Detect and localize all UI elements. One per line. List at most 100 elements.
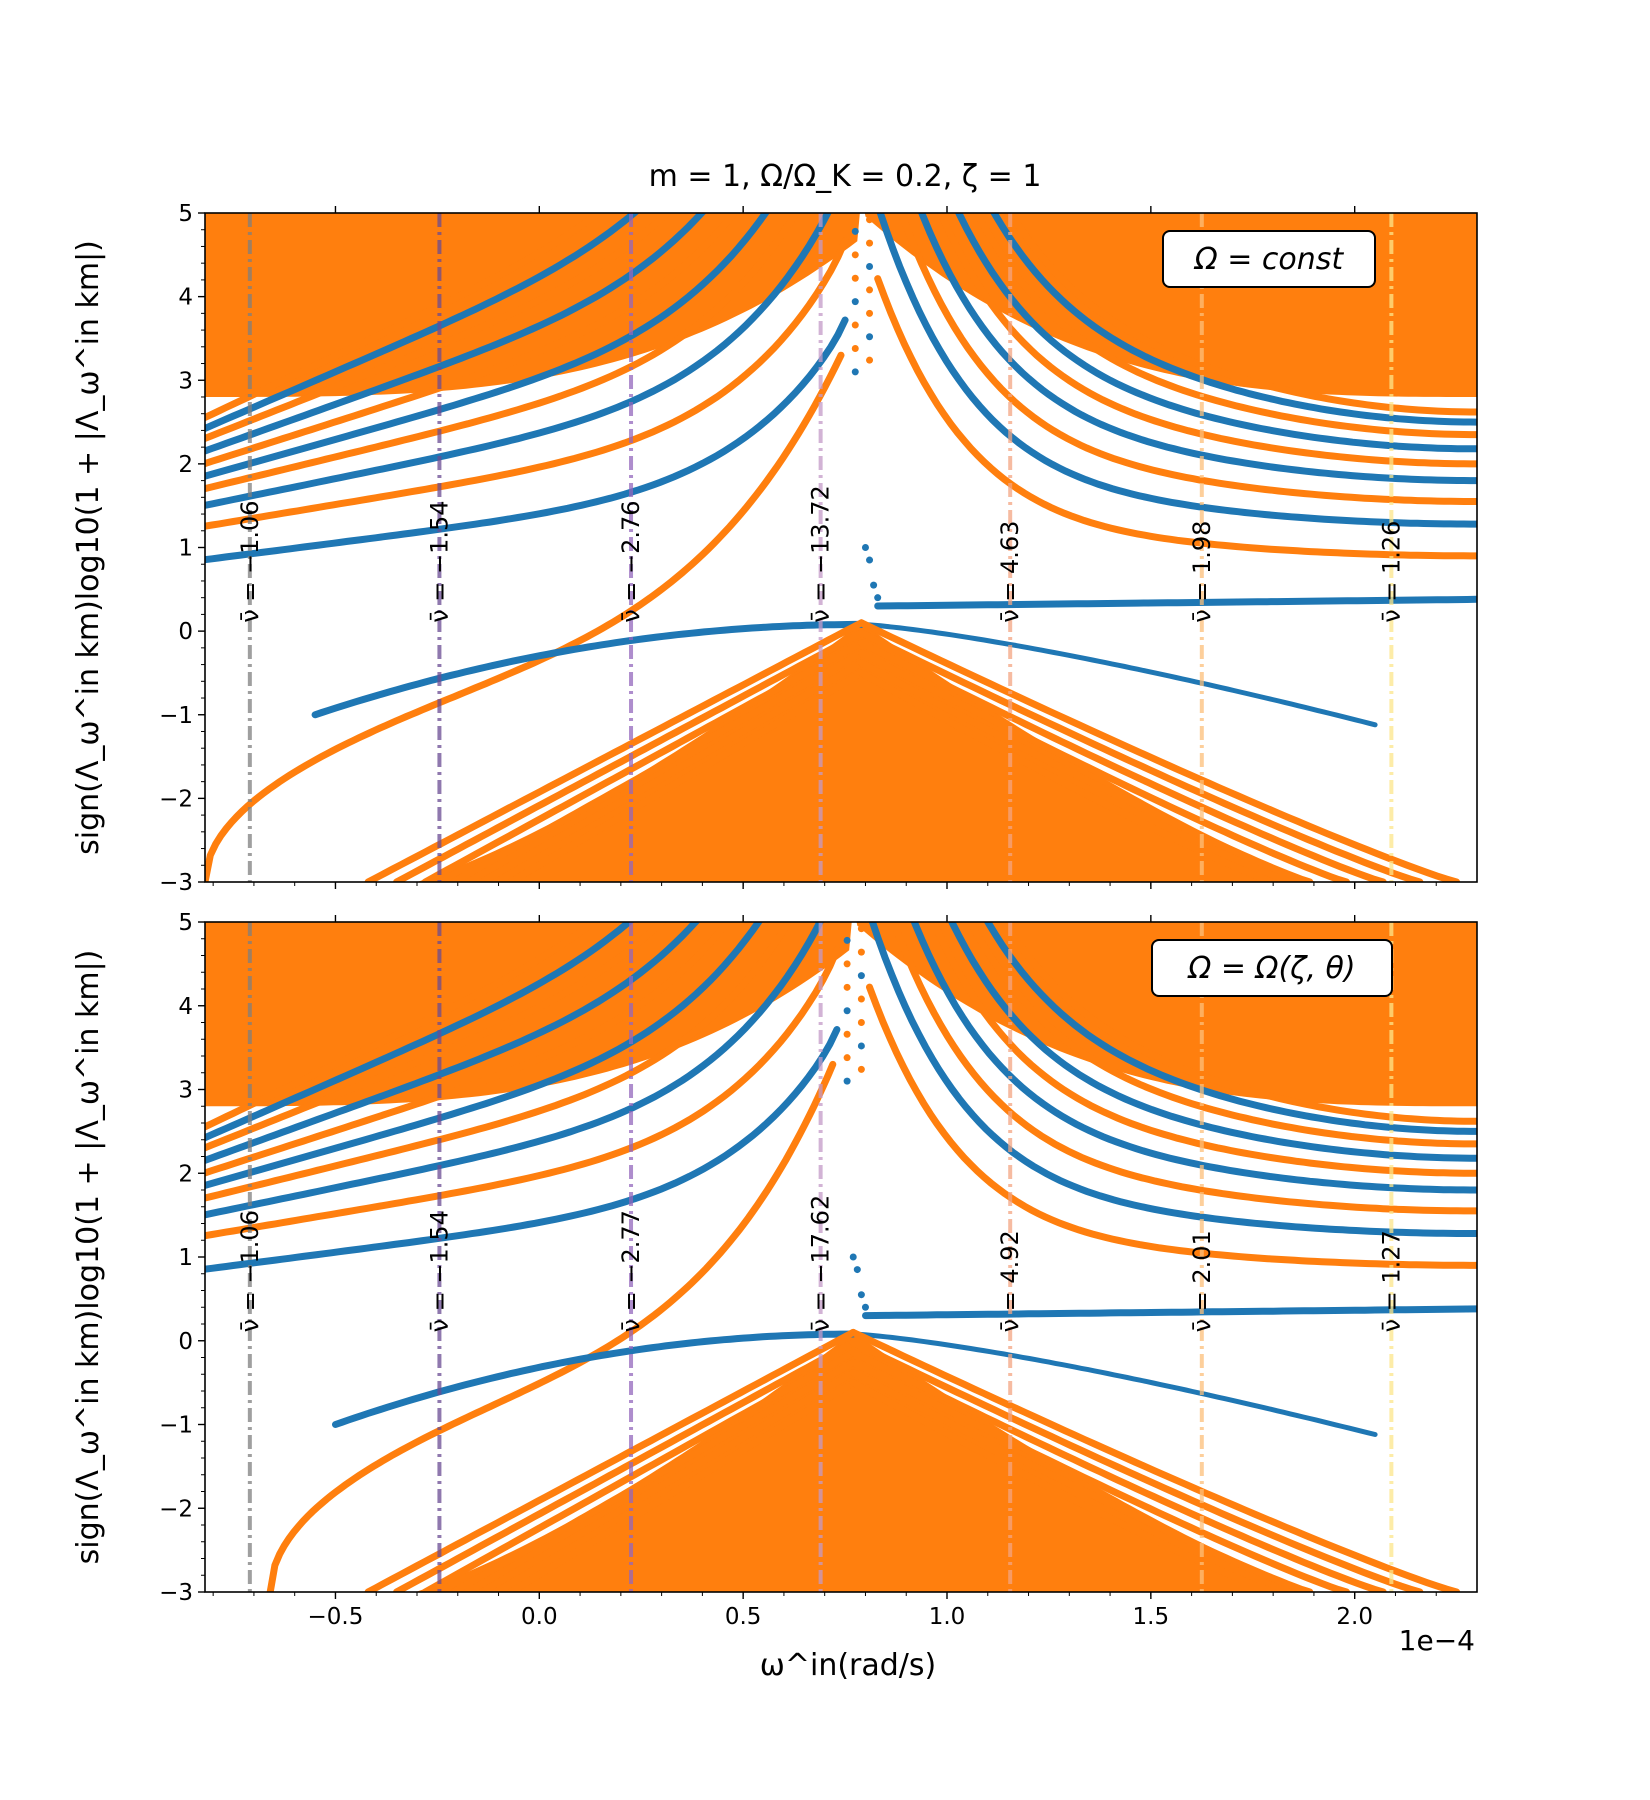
y-tick-label: 3 [178,368,193,394]
y-tick-label: 3 [178,1078,193,1104]
x-axis-offset-label: 1e−4 [1399,1624,1475,1657]
resonance-point [857,1065,865,1073]
upper-right-branch-1 [866,983,1477,1269]
lower-right-branch-3 [857,639,1387,882]
upper-right-branch-5 [929,922,1477,1177]
vline-label: ν̄ = −2.76 [617,500,645,622]
upper-left-branch-1 [205,316,849,564]
legend-box [1151,939,1393,997]
upper-right-branch-2 [876,213,1477,528]
upper-right-branch-8 [990,213,1477,426]
panel-bottom: ν̄ = −1.06 ν̄ = −1.54 ν̄ = −2.77 ν̄ = −17.6… [71,910,1478,1630]
resonance-point [857,972,865,980]
lower-right-branch-2 [849,1338,1424,1592]
flat-branch-point [861,544,869,551]
vline-label: ν̄ = −1.06 [236,1210,264,1332]
vline-label: ν̄ = 4.92 [996,1230,1024,1332]
flat-branch-point [857,1291,865,1299]
resonance-point [843,960,851,968]
vline-label: ν̄ = 2.01 [1188,1230,1216,1332]
lower-filled-region [415,1332,1315,1592]
lower-filled-region [417,622,1316,882]
resonance-point [843,983,851,991]
lower-right-branch-1 [849,1328,1461,1592]
lower-envelope-blue [311,620,865,719]
vline-label: ν̄ = −17.62 [807,1195,835,1333]
y-tick-label: 0 [178,619,193,645]
lower-right-branch-3 [849,1349,1387,1592]
resonance-point [843,1077,851,1085]
upper-left-branch-1 [205,1026,841,1273]
vline-label: ν̄ = −1.06 [236,500,264,622]
flat-branch-point [861,1303,869,1311]
y-tick-label: 2 [178,452,193,478]
resonance-point [851,274,859,282]
vline-label: ν̄ = −2.77 [617,1210,645,1332]
resonance-point [851,251,859,259]
y-tick-label: 5 [178,201,193,227]
lower-left-branch-5 [478,659,865,882]
upper-right-branch-7 [972,213,1477,439]
upper-left-branch-5 [205,922,763,1189]
lower-left-branch-6 [507,1379,857,1592]
plot-area [205,213,1477,882]
resonance-point [866,286,874,294]
resonance-point [866,356,874,364]
upper-right-branch-3 [897,213,1477,505]
y-tick-label: 4 [178,994,193,1020]
upper-right-branch-6 [954,213,1477,453]
upper-left-branch-2 [205,946,841,1240]
upper-right-branch-3 [889,922,1477,1215]
y-tick-label: −1 [159,703,193,729]
vline-label: ν̄ = 1.27 [1377,1230,1405,1332]
lower-right-branch-4 [849,1359,1350,1592]
lower-right-branch-2 [857,629,1424,882]
upper-left-branch-6 [205,213,739,467]
upper-left-branch-3 [205,213,832,509]
upper-right-branch-9 [1000,922,1477,1125]
lower-envelope-blue [332,1330,857,1428]
resonance-point [851,321,859,329]
upper-right-branch-5 [936,213,1477,468]
resonance-point [857,1019,865,1026]
upper-left-branch-7 [205,213,707,455]
flat-branch-point [870,581,878,589]
upper-left-branch-8 [205,213,673,442]
lower-right-branch-1 [857,619,1461,882]
upper-right-branch-7 [966,922,1477,1148]
upper-filled-region [205,213,1477,397]
lower-left-branch-3 [421,639,865,882]
resonance-point [866,216,874,224]
legend-text: Ω = Ω(ζ, θ) [1186,951,1355,986]
upper-right-branch-4 [918,213,1477,485]
upper-right-branch-1 [874,275,1477,560]
x-tick-label: 1.0 [929,1604,966,1630]
vline-label: ν̄ = −1.54 [425,500,453,622]
upper-left-branch-4 [205,922,793,1202]
y-tick-label: 2 [178,1161,193,1187]
resonance-point [843,1030,851,1038]
lower-left-branch-2 [393,1338,857,1592]
lower-left-branch-1 [364,619,865,882]
y-tick-label: −3 [159,870,193,896]
y-tick-label: 5 [178,910,193,936]
resonance-point [866,263,874,271]
resonance-point [843,1007,851,1015]
resonance-point [866,333,874,341]
upper-right-branch-9 [1006,213,1477,416]
resonance-point [843,936,851,944]
x-axis-label: ω^in(rad/s) [760,1648,937,1683]
resonance-point [857,1042,865,1050]
lower-envelope-blue-right [850,1331,1378,1437]
resonance-point [857,948,865,956]
resonance-point [851,344,859,352]
x-tick-label: −0.5 [308,1604,364,1630]
lower-left-branch-4 [450,1359,857,1592]
x-tick-label: 0.5 [725,1604,762,1630]
vline-label: ν̄ = −13.72 [807,485,835,623]
y-tick-label: 0 [178,1329,193,1355]
lower-left-branch-1 [364,1328,857,1592]
flat-branch-point [853,1266,861,1274]
x-tick-label: 1.5 [1133,1604,1170,1630]
